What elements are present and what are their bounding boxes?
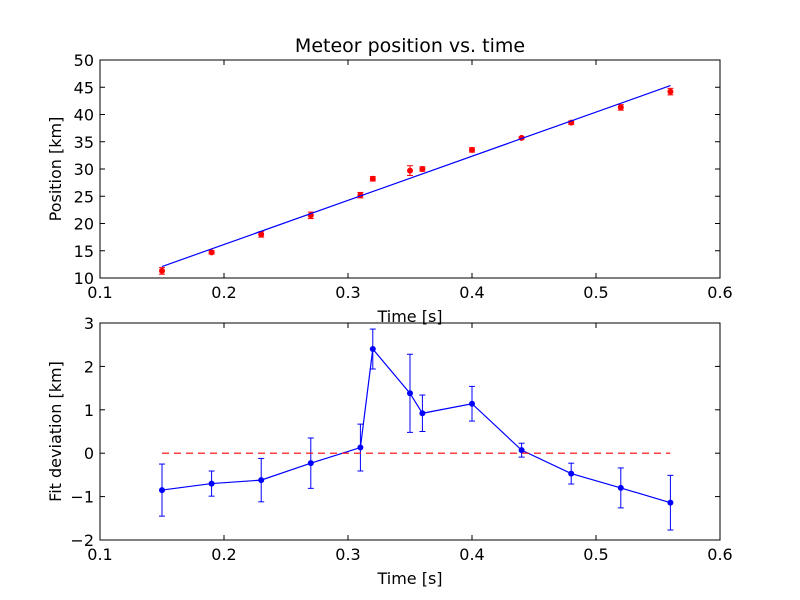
data-point — [617, 484, 624, 491]
data-point — [159, 267, 165, 274]
data-point — [518, 447, 525, 454]
y-tick-label: 30 — [74, 160, 94, 179]
data-point — [469, 146, 475, 153]
data-point — [208, 249, 215, 256]
y-tick-label: 0 — [84, 444, 94, 463]
x-tick-label: 0.4 — [459, 283, 484, 302]
x-tick-label: 0.5 — [583, 545, 608, 564]
data-point — [469, 400, 475, 407]
fit-line — [161, 85, 671, 268]
x-tick-label: 0.3 — [335, 283, 360, 302]
x-tick-label: 0.6 — [707, 545, 732, 564]
deviation-plot: 0.1 0.2 0.3 0.4 0.5 0.6 −2 −1 0 1 2 3 Time [s] Fit de… — [46, 314, 733, 588]
data-point — [258, 231, 265, 238]
data-point — [208, 480, 215, 487]
data-point — [419, 410, 426, 417]
data-point — [369, 175, 376, 182]
data-point — [307, 460, 314, 467]
y-axis-label: Fit deviation [km] — [46, 361, 65, 502]
data-point — [419, 166, 426, 172]
y-tick-label: 45 — [74, 78, 94, 97]
data-point — [667, 88, 674, 95]
y-tick-label: 25 — [74, 187, 94, 206]
chart-title: Meteor position vs. time — [295, 35, 525, 57]
x-tick-label: 0.1 — [87, 545, 112, 564]
y-tick-label: 20 — [74, 215, 94, 234]
y-tick-label: −1 — [70, 488, 94, 507]
x-tick-label: 0.4 — [459, 545, 484, 564]
data-point — [357, 444, 364, 451]
y-axis-label: Position [km] — [46, 117, 65, 222]
x-tick-label: 0.5 — [583, 283, 608, 302]
x-axis-label: Time [s] — [376, 307, 442, 326]
axes-frame — [99, 322, 721, 541]
x-axis-label: Time [s] — [376, 569, 442, 588]
x-tick-label: 0.1 — [87, 283, 112, 302]
y-tick-label: 40 — [74, 106, 94, 125]
x-tick-label: 0.2 — [211, 283, 236, 302]
y-tick-label: 3 — [84, 314, 94, 333]
y-tick-label: 15 — [74, 242, 94, 261]
data-point — [407, 167, 413, 174]
position-plot: 0.1 0.2 0.3 0.4 0.5 0.6 10 15 20 25 30 35 40 45 50 Time… — [46, 35, 733, 326]
data-point — [407, 390, 413, 397]
data-point — [667, 499, 674, 506]
y-tick-label: −2 — [70, 531, 94, 550]
data-point — [258, 477, 265, 484]
data-point — [159, 487, 165, 494]
x-tick-label: 0.2 — [211, 545, 236, 564]
x-tick-label: 0.3 — [335, 545, 360, 564]
y-tick-label: 35 — [74, 133, 94, 152]
y-tick-label: 50 — [74, 51, 94, 70]
data-point — [568, 470, 575, 477]
x-tick-label: 0.6 — [707, 283, 732, 302]
y-tick-label: 10 — [74, 269, 94, 288]
data-point — [617, 104, 624, 111]
data-point — [369, 346, 376, 353]
y-tick-label: 1 — [84, 401, 94, 420]
y-tick-label: 2 — [84, 357, 94, 376]
